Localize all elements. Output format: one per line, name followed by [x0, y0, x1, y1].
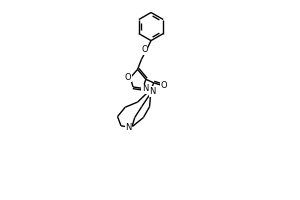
Text: O: O: [124, 73, 131, 82]
Text: N: N: [142, 84, 148, 93]
Text: O: O: [141, 45, 148, 54]
Text: O: O: [160, 81, 167, 90]
Text: N: N: [149, 87, 156, 96]
Text: N: N: [125, 123, 132, 132]
